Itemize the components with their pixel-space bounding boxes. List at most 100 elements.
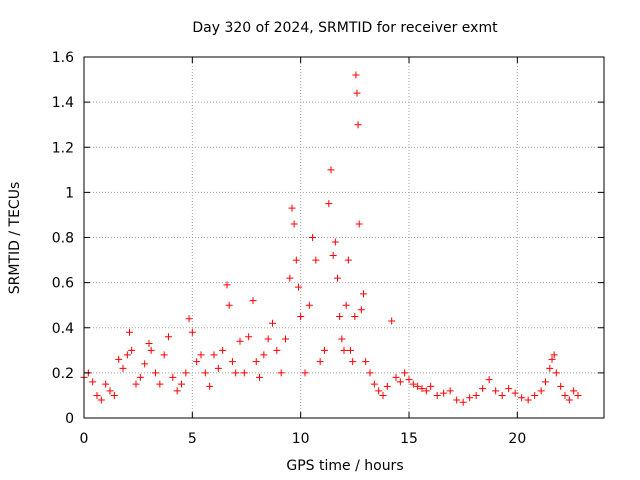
data-point xyxy=(245,333,253,341)
data-point xyxy=(165,333,172,341)
data-point xyxy=(355,220,363,228)
data-point xyxy=(370,380,378,388)
data-point xyxy=(197,351,205,359)
data-point xyxy=(561,391,569,399)
data-point xyxy=(557,382,565,390)
y-tick-label: 1 xyxy=(65,185,74,201)
data-point xyxy=(141,360,149,368)
data-point xyxy=(145,340,153,348)
data-point xyxy=(422,387,430,395)
data-point xyxy=(312,256,320,264)
data-point xyxy=(201,369,209,377)
data-point xyxy=(325,200,333,208)
data-point xyxy=(93,391,101,399)
data-point xyxy=(357,306,365,314)
x-tick-label: 15 xyxy=(400,431,418,447)
y-axis-label: SRMTID / TECUs xyxy=(7,182,23,295)
data-point xyxy=(305,301,313,309)
grid xyxy=(84,57,604,418)
data-point xyxy=(360,290,367,298)
data-point xyxy=(292,256,300,264)
data-point xyxy=(565,396,573,404)
data-point xyxy=(466,394,474,402)
x-tick-label: 20 xyxy=(508,431,526,447)
x-axis-label: GPS time / hours xyxy=(286,458,403,474)
data-point xyxy=(485,376,493,384)
data-point xyxy=(102,380,110,388)
data-point xyxy=(178,380,185,388)
data-point xyxy=(256,373,263,381)
data-point xyxy=(524,396,532,404)
data-point xyxy=(89,378,97,386)
data-point xyxy=(115,355,123,363)
data-point xyxy=(128,346,136,354)
data-point xyxy=(295,283,302,291)
data-point xyxy=(537,387,545,395)
data-point xyxy=(182,369,190,377)
chart-title: Day 320 of 2024, SRMTID for receiver exm… xyxy=(192,20,498,36)
data-point xyxy=(260,351,268,359)
data-point xyxy=(252,358,260,366)
data-point xyxy=(351,312,359,320)
data-point xyxy=(193,358,201,366)
data-point xyxy=(383,382,391,390)
data-point xyxy=(232,369,240,377)
data-point xyxy=(505,385,513,393)
data-point xyxy=(548,355,556,363)
data-point xyxy=(160,351,168,359)
data-point xyxy=(396,378,404,386)
data-point xyxy=(228,358,236,366)
y-tick-label: 0.4 xyxy=(52,321,74,337)
data-point xyxy=(570,387,578,395)
data-point xyxy=(106,387,114,395)
data-point xyxy=(321,346,328,354)
data-point xyxy=(132,380,140,388)
data-point xyxy=(550,351,558,359)
y-tick-label: 0.6 xyxy=(52,276,74,292)
data-point xyxy=(388,317,396,325)
data-point xyxy=(136,373,144,381)
data-point xyxy=(414,382,422,390)
data-point xyxy=(297,312,305,320)
data-point xyxy=(236,337,244,345)
data-point xyxy=(249,297,257,305)
data-point xyxy=(110,391,118,399)
data-point xyxy=(342,301,350,309)
data-point xyxy=(459,398,467,406)
y-tick-label: 0.8 xyxy=(52,231,74,247)
data-point xyxy=(472,391,480,399)
data-point xyxy=(336,312,344,320)
data-point xyxy=(225,301,233,309)
data-point xyxy=(344,256,352,264)
data-point xyxy=(362,358,370,366)
data-point xyxy=(290,220,298,228)
data-point xyxy=(206,382,214,390)
data-point xyxy=(340,346,348,354)
data-point xyxy=(366,369,374,377)
data-point xyxy=(286,274,294,282)
data-point xyxy=(210,351,218,359)
data-point xyxy=(301,369,309,377)
data-point xyxy=(152,369,159,377)
y-tick-label: 1.4 xyxy=(52,95,74,111)
x-tick-label: 10 xyxy=(292,431,310,447)
data-point xyxy=(479,385,487,393)
data-point xyxy=(409,380,417,388)
data-point xyxy=(327,166,335,174)
data-point xyxy=(349,358,357,366)
data-point xyxy=(440,389,448,397)
y-tick-label: 1.6 xyxy=(52,50,74,66)
data-point xyxy=(185,315,193,323)
ticks: 0 0.2 0.4 0.6 0.8 1 1.2 1.4 1.6 0 5 10 15 20 xyxy=(52,50,604,447)
data-point xyxy=(277,369,285,377)
data-point xyxy=(492,387,500,395)
data-point xyxy=(123,351,131,359)
data-point xyxy=(518,394,526,402)
data-point xyxy=(531,391,539,399)
data-point xyxy=(173,387,181,395)
data-point xyxy=(331,238,339,246)
data-point xyxy=(264,335,272,343)
data-point xyxy=(401,369,409,377)
x-tick-label: 5 xyxy=(188,431,197,447)
